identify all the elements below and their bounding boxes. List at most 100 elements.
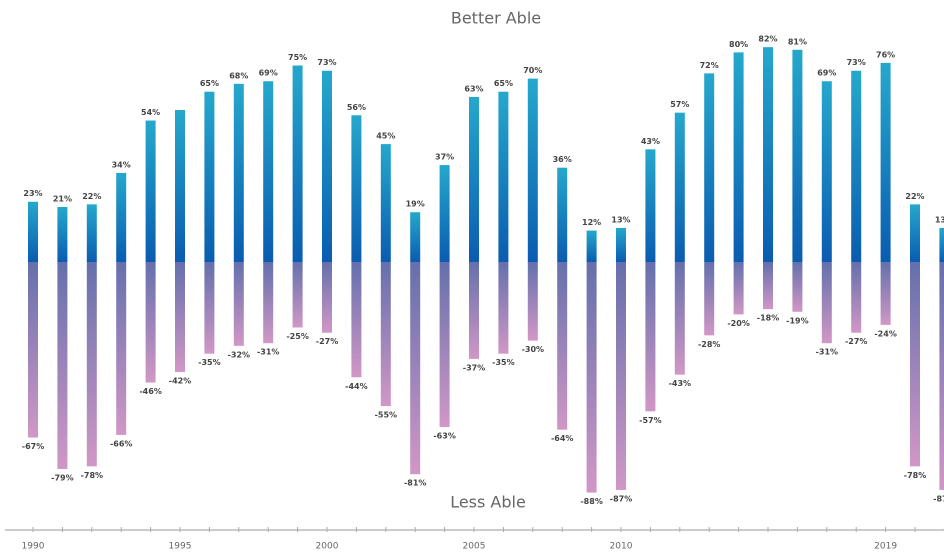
data-label: 22%: [82, 192, 101, 201]
data-label: 23%: [23, 189, 42, 198]
bar: [939, 227, 944, 262]
data-label: 63%: [464, 84, 483, 93]
bar: [410, 212, 421, 262]
bar: [116, 262, 127, 435]
bar: [527, 262, 538, 341]
data-label: 13%: [611, 215, 630, 224]
data-label: -55%: [375, 411, 397, 420]
data-label: 68%: [229, 71, 248, 80]
data-label: -31%: [816, 348, 838, 357]
bar: [116, 172, 127, 262]
data-label: 43%: [641, 137, 660, 146]
data-label: 80%: [729, 40, 748, 49]
bar: [145, 120, 156, 263]
bar: [175, 262, 185, 373]
bar: [792, 49, 803, 262]
data-label: 36%: [553, 155, 572, 164]
data-label: -27%: [845, 337, 867, 346]
data-label: -88%: [580, 497, 602, 506]
bar: [498, 262, 509, 354]
bar: [145, 262, 156, 383]
bar: [586, 262, 597, 493]
bar: [380, 262, 391, 407]
bar: [322, 70, 332, 263]
bar: [586, 230, 597, 262]
data-label: -18%: [757, 314, 779, 323]
bar: [469, 262, 479, 359]
data-label: -24%: [874, 329, 896, 338]
data-label: -63%: [433, 432, 455, 441]
bar: [322, 262, 332, 333]
data-label: -44%: [345, 382, 367, 391]
bar: [851, 262, 862, 333]
data-label: 45%: [376, 132, 395, 141]
bar: [851, 70, 862, 263]
data-label: 19%: [406, 200, 425, 209]
data-label: -20%: [727, 319, 749, 328]
bar: [175, 110, 185, 262]
x-tick-label: 2000: [316, 542, 339, 552]
bar: [439, 165, 450, 262]
data-label: 37%: [435, 153, 454, 162]
data-label: -78%: [904, 471, 926, 480]
bar: [939, 262, 944, 490]
data-label: 54%: [141, 108, 160, 117]
data-label: 56%: [347, 103, 366, 112]
bar: [763, 262, 773, 310]
data-label: -28%: [698, 340, 720, 349]
data-label: -87%: [933, 494, 944, 503]
data-label: -31%: [257, 348, 279, 357]
data-label: 65%: [494, 79, 513, 88]
bar: [57, 262, 68, 469]
data-label: -67%: [22, 442, 44, 451]
data-label: 82%: [758, 35, 777, 44]
bar: [86, 262, 97, 467]
bar: [616, 227, 626, 262]
data-label: 73%: [317, 58, 336, 67]
bar: [557, 167, 568, 262]
data-label: 69%: [259, 69, 278, 78]
data-label: 65%: [200, 79, 219, 88]
bar: [527, 78, 538, 262]
data-label: 13%: [935, 215, 944, 224]
bar: [86, 204, 97, 262]
data-label: 57%: [670, 100, 689, 109]
bar: [204, 262, 215, 354]
bar: [792, 262, 803, 312]
bar: [410, 262, 421, 475]
bar: [469, 96, 479, 262]
bar: [704, 73, 715, 262]
bar: [204, 91, 215, 262]
data-label: -66%: [110, 439, 132, 448]
bar: [28, 262, 38, 438]
data-label: -19%: [786, 316, 808, 325]
data-label: 69%: [817, 69, 836, 78]
series-label: Less Able: [450, 493, 526, 512]
data-label: 34%: [112, 160, 131, 169]
bar: [263, 81, 274, 262]
bar: [880, 62, 891, 262]
bar: [674, 112, 685, 262]
bar: [821, 262, 832, 344]
data-label: -46%: [139, 387, 161, 396]
data-label: -57%: [639, 416, 661, 425]
data-label: 70%: [523, 66, 542, 75]
data-label: 12%: [582, 218, 601, 227]
x-tick-label: 2019: [874, 542, 897, 552]
bar: [674, 262, 685, 375]
data-label: -37%: [463, 363, 485, 372]
bar: [821, 81, 832, 262]
bar: [910, 262, 920, 467]
bar: [292, 65, 303, 262]
bar: [645, 149, 656, 262]
bar: [439, 262, 450, 428]
data-label: -25%: [286, 332, 308, 341]
bar: [233, 83, 244, 262]
bar: [57, 206, 68, 262]
bar: [880, 262, 891, 325]
x-tick-label: 1995: [169, 542, 192, 552]
bar: [28, 201, 38, 262]
data-label: -87%: [610, 494, 632, 503]
bar: [233, 262, 244, 346]
